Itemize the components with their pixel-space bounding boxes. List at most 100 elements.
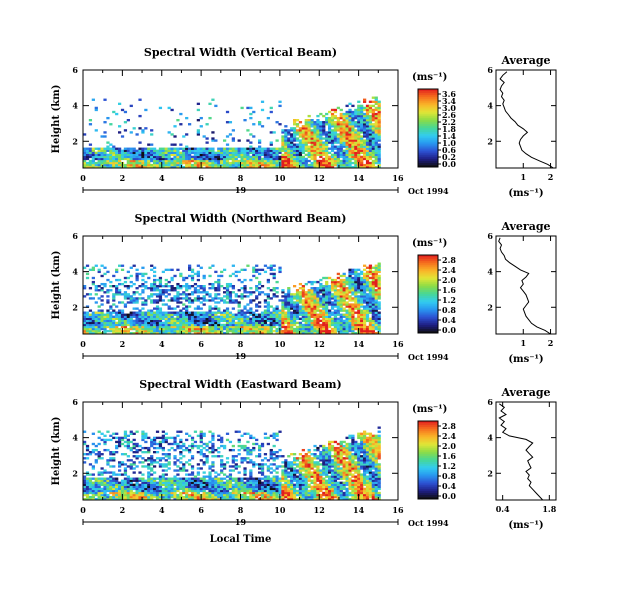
x-tick-label: 4 <box>159 173 165 183</box>
colorbar-tick-label: 2.6 <box>442 110 456 120</box>
x-tick-label: 2 <box>120 505 126 515</box>
average-x-label: (ms⁻¹) <box>508 520 543 531</box>
average-profile-line <box>499 71 554 169</box>
average-x-tick-label: 1.8 <box>542 504 556 514</box>
colorbar-tick-label: 3.4 <box>442 96 456 106</box>
y-tick-label: 6 <box>72 397 78 407</box>
colorbar: 2.82.42.01.61.20.80.40.0 <box>417 420 456 501</box>
colorbar-tick-label: 1.4 <box>442 131 456 141</box>
y-axis-label: Height (km) <box>51 417 62 486</box>
x-tick-label: 10 <box>274 339 286 349</box>
colorbar-tick-label: 1.2 <box>442 295 456 305</box>
colorbar-tick-label: 0.2 <box>442 152 456 162</box>
colorbar-tick-label: 1.0 <box>442 138 456 148</box>
average-y-tick-label: 6 <box>487 397 493 407</box>
x-tick-label: 2 <box>120 339 126 349</box>
day-label: 19 <box>235 185 247 195</box>
colorbar-tick-label: 1.6 <box>442 451 456 461</box>
colorbar: 3.63.43.02.62.21.81.41.00.60.20.0 <box>417 88 456 169</box>
average-frame <box>495 235 557 335</box>
x-tick-label: 12 <box>314 339 325 349</box>
average-y-tick-label: 2 <box>487 136 493 146</box>
x-tick-label: 16 <box>392 339 404 349</box>
average-x-tick-label: 2 <box>548 338 554 348</box>
colorbar-tick-label: 0.0 <box>442 491 456 501</box>
x-tick-label: 16 <box>392 505 404 515</box>
y-tick-label: 4 <box>72 433 78 443</box>
x-tick-label: 6 <box>198 173 204 183</box>
average-y-tick-label: 6 <box>487 65 493 75</box>
x-tick-label: 0 <box>80 505 86 515</box>
x-tick-label: 8 <box>238 173 244 183</box>
average-frame <box>495 401 557 501</box>
average-x-label: (ms⁻¹) <box>508 188 543 199</box>
x-tick-label: 6 <box>198 339 204 349</box>
average-title: Average <box>500 54 550 67</box>
x-tick-label: 12 <box>314 505 325 515</box>
colorbar-tick-label: 3.6 <box>442 89 456 99</box>
colorbar-tick-label: 2.8 <box>442 255 456 265</box>
average-frame <box>495 69 557 169</box>
colorbar-tick-label: 2.0 <box>442 275 456 285</box>
x-tick-label: 4 <box>159 339 165 349</box>
colorbar-tick-label: 2.4 <box>442 265 456 275</box>
x-tick-label: 2 <box>120 173 126 183</box>
colorbar-tick-label: 1.2 <box>442 461 456 471</box>
average-profile-line <box>498 403 544 501</box>
average-title: Average <box>500 386 550 399</box>
colorbar-tick-label: 1.8 <box>442 124 456 134</box>
average-profile-line <box>498 237 551 335</box>
average-x-label: (ms⁻¹) <box>508 354 543 365</box>
colorbar-tick-label: 0.4 <box>442 315 456 325</box>
date-label: Oct 1994 <box>408 352 449 362</box>
average-x-tick-label: 0.4 <box>496 504 510 514</box>
colorbar-unit: (ms⁻¹) <box>412 72 447 83</box>
average-y-tick-label: 6 <box>487 231 493 241</box>
x-tick-label: 14 <box>353 339 365 349</box>
average-y-tick-label: 2 <box>487 302 493 312</box>
x-tick-label: 16 <box>392 173 404 183</box>
colorbar-tick-label: 0.6 <box>442 145 456 155</box>
x-tick-label: 4 <box>159 505 165 515</box>
x-tick-label: 12 <box>314 173 325 183</box>
average-panel: Average 2 4 6 1 2 (ms⁻¹) <box>487 54 557 199</box>
colorbar: 2.82.42.01.61.20.80.40.0 <box>417 254 456 335</box>
average-y-tick-label: 4 <box>487 433 493 443</box>
average-y-tick-label: 4 <box>487 101 493 111</box>
panel-title: Spectral Width (Eastward Beam) <box>139 378 341 391</box>
colorbar-tick-label: 2.2 <box>442 117 456 127</box>
heatmap <box>83 262 381 335</box>
x-tick-label: 14 <box>353 173 365 183</box>
y-axis-label: Height (km) <box>51 251 62 320</box>
date-label: Oct 1994 <box>408 518 449 528</box>
x-tick-label: 8 <box>238 505 244 515</box>
average-y-tick-label: 2 <box>487 468 493 478</box>
colorbar-tick-label: 0.8 <box>442 305 456 315</box>
x-tick-label: 0 <box>80 339 86 349</box>
y-tick-label: 6 <box>72 231 78 241</box>
x-tick-label: 14 <box>353 505 365 515</box>
heatmap <box>83 96 381 169</box>
x-tick-label: 0 <box>80 173 86 183</box>
day-label: 19 <box>235 517 247 527</box>
colorbar-unit: (ms⁻¹) <box>412 238 447 249</box>
y-tick-label: 2 <box>72 136 78 146</box>
colorbar-tick-label: 0.0 <box>442 159 456 169</box>
heatmap <box>83 426 381 501</box>
panel-title: Spectral Width (Northward Beam) <box>135 212 347 225</box>
panel-0: Spectral Width (Vertical Beam)0 2 4 6 8 10 12 1… <box>51 46 557 199</box>
average-x-tick-label: 2 <box>548 172 554 182</box>
colorbar-tick-label: 2.8 <box>442 421 456 431</box>
average-title: Average <box>500 220 550 233</box>
colorbar-tick-label: 3.0 <box>442 103 456 113</box>
day-label: 19 <box>235 351 247 361</box>
panel-title: Spectral Width (Vertical Beam) <box>144 46 337 59</box>
colorbar-unit: (ms⁻¹) <box>412 404 447 415</box>
y-tick-label: 4 <box>72 101 78 111</box>
x-tick-label: 8 <box>238 339 244 349</box>
average-panel: Average 2 4 6 0.4 1.8 (ms⁻¹) <box>487 386 556 531</box>
average-y-tick-label: 4 <box>487 267 493 277</box>
colorbar-tick-label: 0.0 <box>442 325 456 335</box>
colorbar-tick-label: 0.8 <box>442 471 456 481</box>
